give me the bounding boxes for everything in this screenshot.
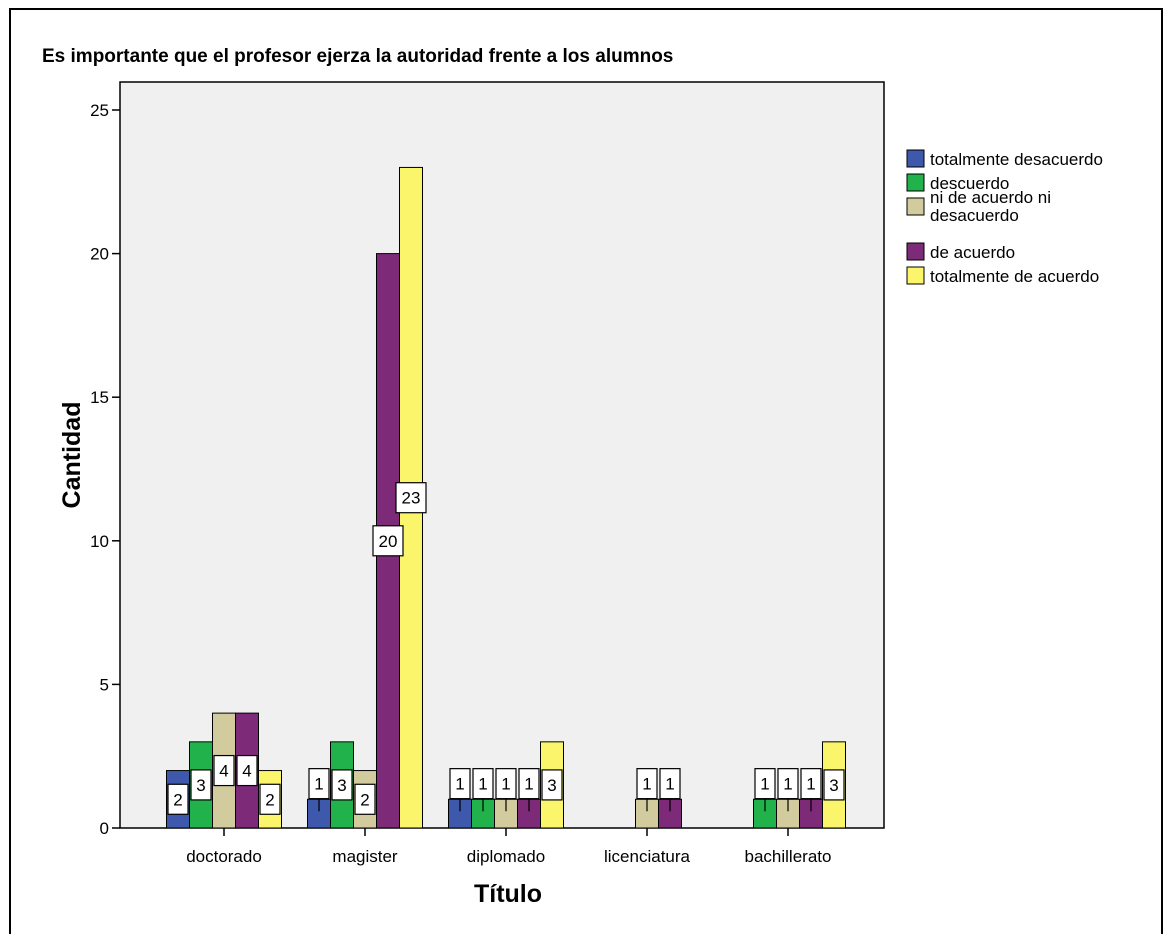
data-label-box	[213, 754, 235, 787]
legend-swatch	[906, 266, 925, 285]
data-label: 1	[314, 775, 323, 794]
legend-swatch	[906, 197, 925, 216]
data-label-box	[518, 768, 540, 800]
chart-title: Es importante que el profesor ejerza la …	[42, 46, 673, 67]
data-label-box	[541, 769, 563, 801]
y-tick-label: 0	[100, 819, 109, 838]
legend-label: totalmente desacuerdo	[930, 150, 1103, 169]
data-label-box	[331, 769, 353, 801]
data-label-box	[659, 768, 681, 800]
data-label: 1	[524, 775, 533, 794]
legend-label: totalmente de acuerdo	[930, 267, 1099, 286]
data-label: 1	[665, 775, 674, 794]
data-label-box	[395, 482, 427, 514]
legend-label-line: desacuerdo	[930, 206, 1019, 225]
data-label-box	[308, 768, 330, 800]
data-label: 1	[478, 775, 487, 794]
legend-label: ni de acuerdo ni desacuerdo	[930, 188, 1051, 225]
y-tick-label: 10	[90, 532, 109, 551]
legend-swatch	[906, 242, 925, 261]
data-label-box	[259, 783, 281, 815]
data-label: 2	[360, 790, 369, 809]
data-label-box	[190, 769, 212, 801]
data-label-box	[167, 783, 189, 815]
data-label: 4	[219, 762, 228, 781]
data-label: 1	[760, 775, 769, 794]
x-tick-label: diplomado	[467, 847, 545, 866]
data-label: 1	[455, 775, 464, 794]
chart-frame	[9, 8, 1163, 934]
data-label-box	[754, 768, 776, 800]
x-tick-label: doctorado	[186, 847, 262, 866]
data-label-box	[495, 768, 517, 800]
data-label: 1	[806, 775, 815, 794]
data-label: 3	[829, 776, 838, 795]
y-axis-title: Cantidad	[58, 402, 86, 509]
data-label: 3	[196, 776, 205, 795]
legend-label: descuerdo	[930, 174, 1009, 193]
data-label: 1	[642, 775, 651, 794]
data-label: 23	[402, 489, 421, 508]
data-label: 2	[173, 790, 182, 809]
data-label-box	[823, 769, 845, 801]
data-label-box	[777, 768, 799, 800]
data-label-box	[636, 768, 658, 800]
data-label: 3	[337, 776, 346, 795]
data-label: 4	[242, 762, 251, 781]
y-tick-label: 20	[90, 245, 109, 264]
data-label: 1	[783, 775, 792, 794]
legend-label-line: ni de acuerdo ni	[930, 188, 1051, 207]
legend-swatch	[906, 149, 925, 168]
legend-swatch	[906, 173, 925, 192]
data-label-box	[354, 783, 376, 815]
x-tick-label: magister	[332, 847, 398, 866]
data-label: 2	[265, 790, 274, 809]
legend-label: de acuerdo	[930, 243, 1015, 262]
data-label: 3	[547, 776, 556, 795]
y-tick-label: 25	[90, 101, 109, 120]
data-label: 20	[379, 532, 398, 551]
x-axis: doctorado magister diplomado licenciatura ba…	[186, 828, 831, 866]
data-label-box	[236, 754, 258, 787]
data-label-box	[800, 768, 822, 800]
y-tick-label: 5	[100, 675, 109, 694]
data-label-box	[449, 768, 471, 800]
y-tick-label: 15	[90, 388, 109, 407]
data-label-box	[472, 768, 494, 800]
x-tick-label: bachillerato	[745, 847, 832, 866]
x-axis-title: Título	[474, 880, 542, 908]
y-axis: 0 5 10 15 20 25	[90, 101, 120, 838]
data-label-box	[372, 525, 404, 557]
x-tick-label: licenciatura	[604, 847, 691, 866]
data-label: 1	[501, 775, 510, 794]
